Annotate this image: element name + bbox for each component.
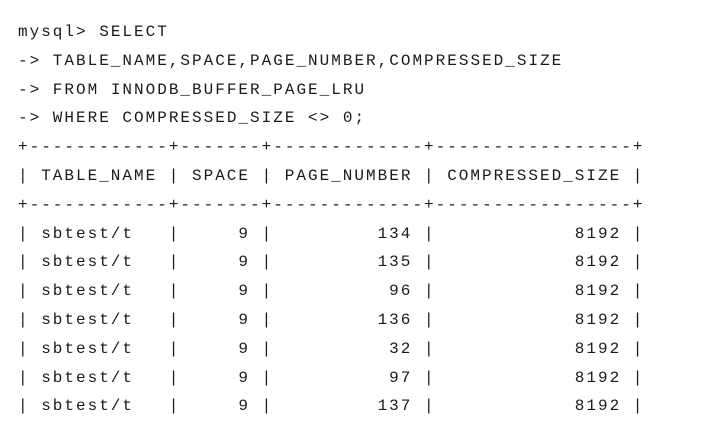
table-cell: sbtest/t <box>41 224 134 243</box>
column-separator: | <box>424 311 436 329</box>
column-separator: | <box>18 339 30 358</box>
table-border: +------------+-------+-------------+----… <box>18 138 645 157</box>
table-cell: 8192 <box>574 397 622 416</box>
column-separator: | <box>168 311 181 329</box>
column-separator: | <box>168 282 181 301</box>
column-separator: | <box>632 397 645 416</box>
column-separator: | <box>18 253 30 272</box>
table-cell: 8192 <box>574 224 622 243</box>
column-separator: | <box>424 253 436 272</box>
column-separator: | <box>261 282 274 301</box>
query-line: -> WHERE COMPRESSED_SIZE <> 0; <box>18 109 367 128</box>
table-cell: 8192 <box>574 311 622 329</box>
column-separator: | <box>261 339 274 358</box>
column-separator: | <box>632 311 645 329</box>
column-separator: | <box>18 167 30 185</box>
table-cell: sbtest/t <box>41 282 134 301</box>
table-cell: 8192 <box>574 339 622 358</box>
column-separator: | <box>424 339 436 358</box>
column-separator: | <box>168 253 181 272</box>
table-cell: 8192 <box>574 253 622 272</box>
table-cell: 97 <box>389 368 413 387</box>
table-cell: 9 <box>238 368 250 387</box>
column-separator: | <box>261 167 274 185</box>
column-header: TABLE_NAME <box>41 167 158 185</box>
table-cell: 136 <box>377 311 413 329</box>
column-separator: | <box>424 397 436 416</box>
table-cell: 134 <box>377 224 413 243</box>
column-separator: | <box>168 397 181 416</box>
column-separator: | <box>424 282 436 301</box>
table-cell: sbtest/t <box>41 311 134 329</box>
column-separator: | <box>18 282 30 301</box>
table-cell: 32 <box>389 339 413 358</box>
table-cell: sbtest/t <box>41 339 134 358</box>
column-separator: | <box>424 368 436 387</box>
query-line: mysql> SELECT <box>18 23 169 41</box>
column-separator: | <box>261 311 274 329</box>
table-border: +------------+-------+-------------+----… <box>18 195 645 214</box>
table-cell: 8192 <box>574 368 622 387</box>
table-cell: sbtest/t <box>41 397 134 416</box>
table-cell: 9 <box>238 339 250 358</box>
column-separator: | <box>261 253 274 272</box>
table-cell: 9 <box>238 282 250 301</box>
table-cell: 9 <box>238 311 250 329</box>
table-cell: 9 <box>238 253 250 272</box>
column-separator: | <box>632 282 645 301</box>
column-separator: | <box>632 224 645 243</box>
column-separator: | <box>424 224 436 243</box>
column-separator: | <box>18 397 30 416</box>
table-cell: sbtest/t <box>41 368 134 387</box>
column-separator: | <box>168 167 181 185</box>
column-header: SPACE <box>192 167 251 185</box>
column-separator: | <box>632 368 645 387</box>
table-cell: sbtest/t <box>41 253 134 272</box>
table-cell: 9 <box>238 397 250 416</box>
table-cell: 9 <box>238 224 250 243</box>
column-separator: | <box>261 224 274 243</box>
column-separator: | <box>18 311 30 329</box>
column-separator: | <box>261 397 274 416</box>
column-separator: | <box>18 368 30 387</box>
table-cell: 137 <box>377 397 413 416</box>
column-separator: | <box>168 339 181 358</box>
column-header: COMPRESSED_SIZE <box>447 167 622 185</box>
column-separator: | <box>261 368 274 387</box>
column-separator: | <box>18 224 30 243</box>
column-separator: | <box>168 224 181 243</box>
column-separator: | <box>632 167 645 185</box>
column-separator: | <box>632 253 645 272</box>
table-cell: 135 <box>377 253 413 272</box>
table-cell: 8192 <box>574 282 622 301</box>
column-separator: | <box>424 167 436 185</box>
column-separator: | <box>632 339 645 358</box>
query-line: -> FROM INNODB_BUFFER_PAGE_LRU <box>18 80 367 99</box>
column-header: PAGE_NUMBER <box>284 167 413 185</box>
column-separator: | <box>168 368 181 387</box>
query-line: -> TABLE_NAME,SPACE,PAGE_NUMBER,COMPRESS… <box>18 51 564 70</box>
table-cell: 96 <box>389 282 413 301</box>
